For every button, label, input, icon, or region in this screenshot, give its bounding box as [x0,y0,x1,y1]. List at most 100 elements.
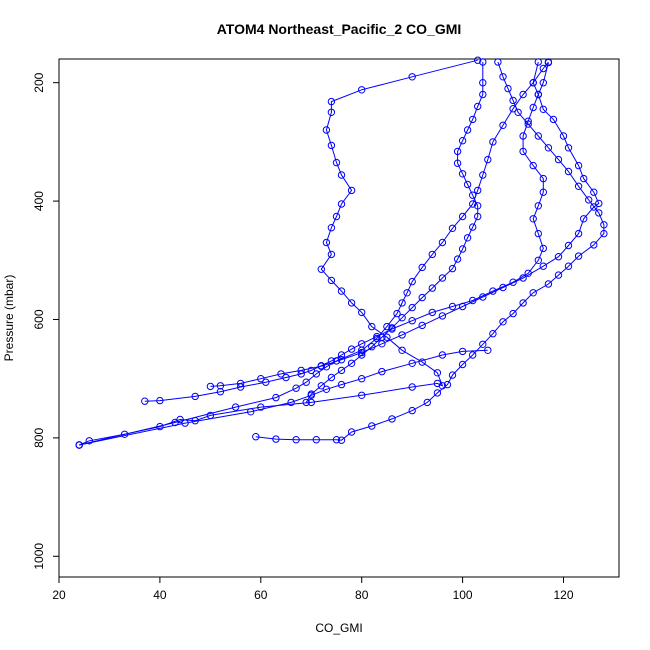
data-point [327,97,336,106]
data-point [388,415,396,423]
data-point [474,212,482,221]
data-point [332,212,341,221]
data-point [418,358,426,366]
data-point [544,58,553,67]
data-point [484,346,492,354]
data-point [433,389,442,397]
data-point [337,356,346,364]
series-line [305,62,484,403]
data-point [398,314,406,322]
data-point [534,132,542,140]
data-point [262,378,270,386]
data-point [539,244,547,253]
data-point [317,265,325,273]
data-point [257,375,265,383]
x-axis: 20 40 60 80 100 120 [52,576,574,602]
data-point [448,302,457,311]
data-point [479,58,487,66]
data-point [327,108,336,117]
data-point [479,90,487,99]
data-point [564,241,573,250]
data-point [120,430,129,438]
data-point [574,229,583,238]
data-point [368,322,376,331]
data-point [272,435,280,443]
data-point [373,332,381,341]
data-point [489,138,497,146]
data-point [216,382,225,390]
y-axis: 200 400 600 800 1000 [32,72,59,570]
data-point [438,312,447,320]
x-tick-label: 100 [453,588,473,602]
chart-title: ATOM4 Northeast_Pacific_2 CO_GMI [217,21,462,37]
data-point [590,188,598,196]
data-point [458,170,467,178]
data-point [595,199,603,208]
data-point [499,73,507,81]
data-point [191,392,199,401]
data-point [327,276,336,285]
data-point [600,229,608,238]
data-point [327,224,336,232]
data-point [337,200,346,208]
data-point [418,293,426,302]
data-point [438,238,447,247]
data-point [559,132,568,140]
data-point [479,293,487,301]
data-point [378,333,386,341]
data-point [317,362,325,370]
data-point [236,379,245,388]
data-point [85,437,94,445]
data-point [529,289,537,297]
data-point [418,263,426,272]
data-point [544,144,553,152]
data-point [469,115,477,124]
y-tick-label: 600 [32,309,46,329]
data-point [292,384,300,392]
data-point [428,250,436,259]
data-point [418,321,426,330]
data-point [514,108,522,117]
series-line [210,61,600,387]
data-point [347,299,356,307]
data-point [458,347,467,356]
data-point [554,253,563,261]
data-point [529,215,537,223]
data-point [458,137,467,145]
data-point [590,241,598,249]
data-point [393,309,401,318]
data-point [327,141,336,150]
data-point [534,202,542,210]
data-point [463,126,472,134]
data-point [247,408,255,416]
data-point [529,161,537,170]
data-point [600,221,608,229]
data-point [358,340,366,348]
data-point [554,155,563,164]
data-point [312,436,320,444]
data-point [408,277,416,286]
data-point [408,406,416,415]
data-point [519,90,527,99]
data-point [469,351,477,359]
data-point [453,255,462,263]
data-point [156,396,164,405]
data-point [539,105,547,114]
data-point [534,256,542,264]
data-point [499,283,507,292]
data-point [509,309,517,318]
y-tick-label: 200 [32,72,46,92]
data-point [408,303,416,312]
data-point [358,86,366,94]
data-point [347,186,356,195]
x-tick-label: 60 [254,588,268,602]
data-point [428,284,436,292]
data-point [509,278,517,286]
series-1 [75,56,482,449]
data-point [388,324,396,332]
data-point [590,203,598,211]
data-point [358,375,366,383]
data-point [474,102,482,111]
x-tick-label: 80 [355,588,369,602]
